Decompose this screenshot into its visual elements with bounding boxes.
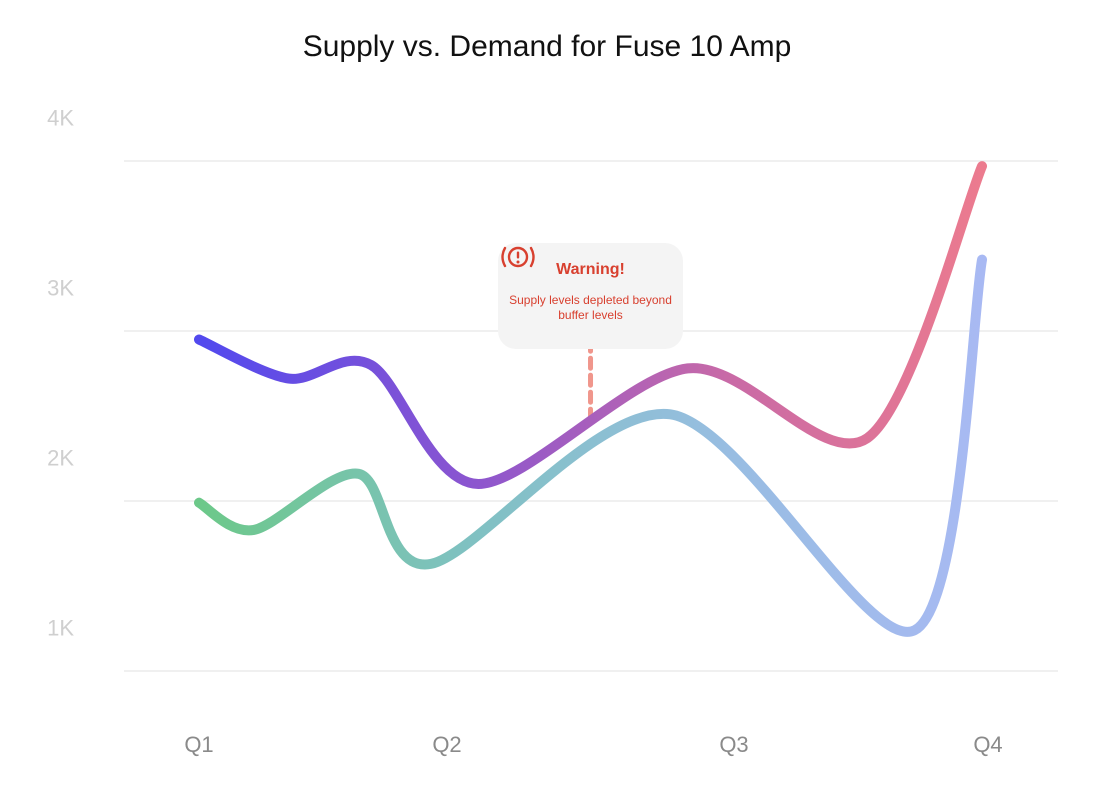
series-lines bbox=[194, 161, 988, 637]
series-line-1 bbox=[194, 161, 988, 490]
y-tick-label: 4K bbox=[47, 106, 74, 131]
x-axis-ticks: Q1 Q2 Q3 Q4 bbox=[184, 732, 1002, 757]
series-line-2 bbox=[194, 254, 988, 637]
y-axis-ticks: 1K 2K 3K 4K bbox=[47, 106, 74, 641]
warning-title: Warning! bbox=[556, 261, 625, 278]
warning-callout-header: Warning! bbox=[498, 246, 683, 279]
chart-title: Supply vs. Demand for Fuse 10 Amp bbox=[302, 30, 792, 63]
x-tick-label: Q1 bbox=[184, 732, 213, 757]
y-tick-label: 1K bbox=[47, 616, 74, 641]
x-tick-label: Q2 bbox=[432, 732, 461, 757]
warning-callout: Warning! Supply levels depleted beyond b… bbox=[498, 243, 683, 349]
warning-exclamation-icon bbox=[501, 246, 535, 268]
x-tick-label: Q4 bbox=[973, 732, 1002, 757]
warning-message: Supply levels depleted beyond buffer lev… bbox=[509, 293, 672, 322]
y-tick-label: 2K bbox=[47, 446, 74, 471]
x-tick-label: Q3 bbox=[719, 732, 748, 757]
y-tick-label: 3K bbox=[47, 276, 74, 301]
